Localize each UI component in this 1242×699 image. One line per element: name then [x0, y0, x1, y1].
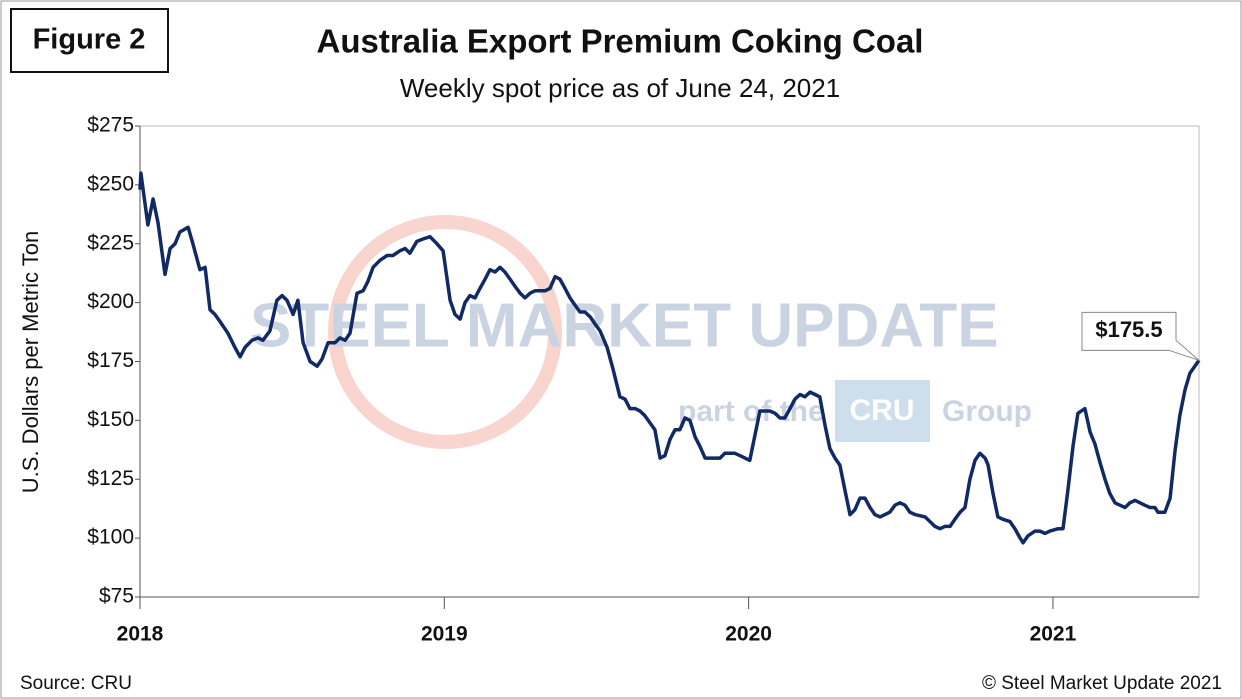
x-tick-label: 2018	[117, 623, 164, 646]
annotation-box	[1081, 311, 1200, 361]
y-axis-label: U.S. Dollars per Metric Ton	[18, 231, 43, 493]
watermark-ring	[328, 215, 562, 449]
watermark-text: STEEL MARKET UPDATE	[250, 291, 999, 360]
watermark: STEEL MARKET UPDATE part of the CRU Grou…	[250, 215, 1032, 449]
y-tick-label: $75	[99, 585, 134, 608]
x-tick-label: 2021	[1030, 623, 1077, 646]
y-tick-label: $250	[87, 172, 134, 195]
watermark-text: part of the	[678, 395, 825, 428]
y-tick-label: $100	[87, 526, 134, 549]
x-tick-label: 2019	[421, 623, 468, 646]
watermark-text: CRU	[850, 394, 915, 427]
watermark-logo	[835, 380, 930, 442]
y-tick-label: $150	[87, 408, 134, 431]
y-tick-label: $175	[87, 349, 134, 372]
watermark-text: Group	[942, 395, 1032, 428]
figure-label: Figure 2	[33, 24, 146, 56]
y-tick-label: $125	[87, 467, 134, 490]
price-line	[138, 171, 1201, 545]
chart-subtitle: Weekly spot price as of June 24, 2021	[400, 73, 840, 103]
annotation: $175.5	[1095, 317, 1162, 342]
y-tick-label: $275	[87, 114, 134, 137]
y-tick-label: $200	[87, 290, 134, 313]
x-tick-label: 2020	[725, 623, 772, 646]
source: Source: CRU	[20, 673, 132, 694]
y-tick-label: $225	[87, 231, 134, 254]
chart-title: Australia Export Premium Coking Coal	[317, 23, 924, 60]
figure-box	[10, 8, 169, 73]
copyright: © Steel Market Update 2021	[982, 673, 1222, 694]
